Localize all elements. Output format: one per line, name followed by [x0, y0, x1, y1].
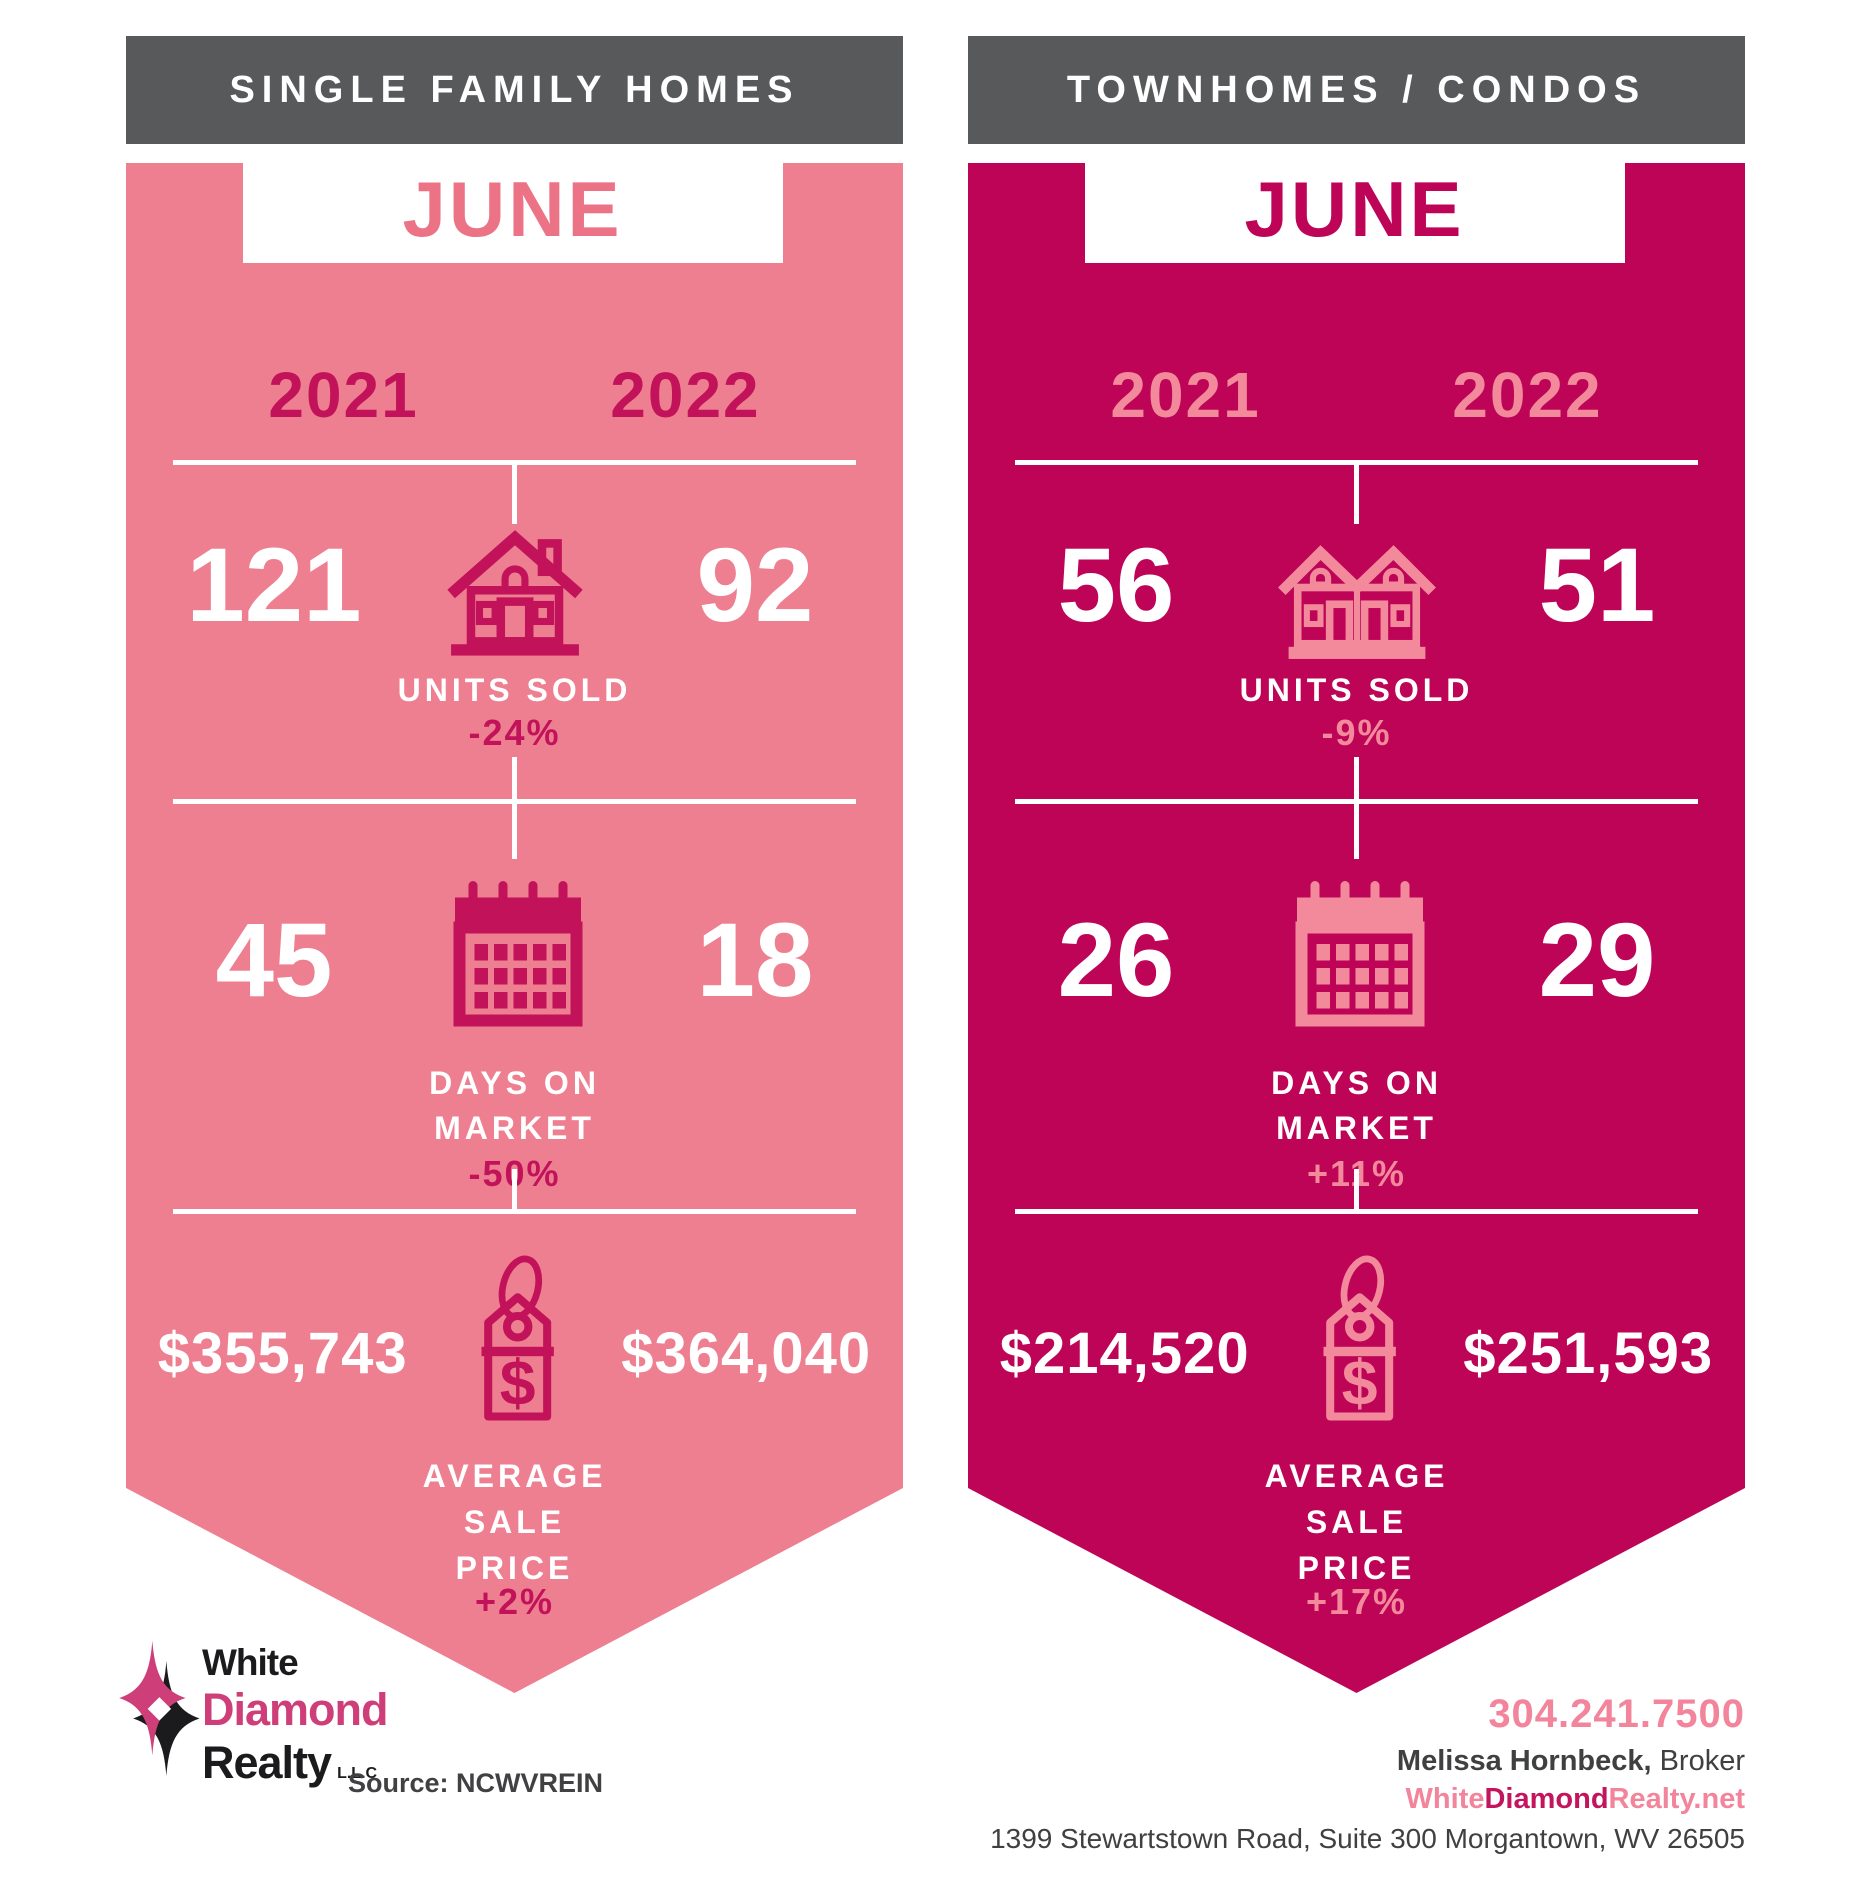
- units-sold-2022-value: 51: [1538, 527, 1656, 644]
- year-2022-label: 2022: [610, 359, 761, 431]
- units-sold-2021-value: 121: [186, 527, 362, 644]
- days-on-market-row: 26: [968, 868, 1745, 1053]
- phone-number: 304.241.7500: [1488, 1692, 1745, 1736]
- white-diamond-realty-logo: White Diamond Realty L.L.C: [114, 1638, 389, 1788]
- logo-word-diamond: Diamond: [202, 1684, 389, 1735]
- price-2022-value: $364,040: [621, 1320, 872, 1386]
- divider-tick: [1354, 757, 1359, 801]
- banner-townhomes: JUNE 2021 2022 56: [968, 163, 1745, 1693]
- price-2021-value: $355,743: [157, 1320, 408, 1386]
- month-label: JUNE: [402, 165, 623, 253]
- year-2021-label: 2021: [268, 359, 419, 431]
- avg-price-label: AVERAGE SALE PRICE: [422, 1458, 607, 1586]
- units-sold-change: -24%: [468, 712, 561, 753]
- calendar-icon: [422, 878, 607, 1043]
- units-sold-2021-value: 56: [1057, 527, 1175, 644]
- units-sold-2022-value: 92: [696, 527, 814, 644]
- diamond-star-icon: [114, 1638, 206, 1786]
- units-sold-row: 121 92: [126, 508, 903, 663]
- price-tag-icon: $: [440, 1253, 590, 1454]
- divider-tick: [1354, 462, 1359, 524]
- units-sold-label: UNITS SOLD: [1239, 672, 1474, 708]
- contact-block: 304.241.7500 Melissa Hornbeck, Broker Whi…: [990, 1692, 1745, 1857]
- divider-tick: [1354, 801, 1359, 859]
- year-2021-label: 2021: [1110, 359, 1261, 431]
- units-sold-change: -9%: [1321, 712, 1392, 753]
- month-notch: JUNE: [1084, 163, 1625, 263]
- days-on-market-label: DAYS ON MARKET: [1271, 1065, 1442, 1146]
- panel-header-bar: SINGLE FAMILY HOMES: [126, 36, 903, 144]
- office-address: 1399 Stewartstown Road, Suite 300 Morgan…: [990, 1822, 1745, 1854]
- house-icon: [422, 515, 607, 657]
- calendar-icon: [1264, 878, 1449, 1043]
- month-notch: JUNE: [242, 163, 783, 263]
- avg-price-row: $355,743 $ $364,040: [126, 1253, 903, 1453]
- website-link[interactable]: WhiteDiamondRealty.net: [1405, 1783, 1745, 1816]
- data-source-label: Source: NCWVREIN: [348, 1768, 604, 1798]
- avg-price-label: AVERAGE SALE PRICE: [1264, 1458, 1449, 1586]
- banner-single-family: JUNE 2021 2022 121: [126, 163, 903, 1693]
- units-sold-row: 56 51: [968, 508, 1745, 663]
- panel-townhomes-condos: TOWNHOMES / CONDOS JUNE 2021 2022 56: [968, 0, 1745, 1893]
- divider-tick: [1354, 1169, 1359, 1211]
- price-tag-icon: $: [1282, 1253, 1432, 1454]
- year-row: 2021 2022: [173, 358, 857, 432]
- price-2022-value: $251,593: [1463, 1320, 1714, 1386]
- divider-line: [1014, 1209, 1699, 1214]
- days-2021-value: 26: [1057, 902, 1175, 1019]
- broker-title: Broker: [1659, 1745, 1745, 1777]
- year-2022-label: 2022: [1452, 359, 1603, 431]
- divider-tick: [512, 1169, 517, 1211]
- broker-line: Melissa Hornbeck, Broker: [990, 1742, 1745, 1780]
- logo-suffix-llc: L.L.C: [337, 1765, 378, 1782]
- avg-price-change: +17%: [1305, 1581, 1408, 1622]
- days-on-market-label: DAYS ON MARKET: [429, 1065, 600, 1146]
- divider-tick: [512, 462, 517, 524]
- divider-tick: [512, 801, 517, 859]
- price-2021-value: $214,520: [999, 1320, 1250, 1386]
- panel-title: TOWNHOMES / CONDOS: [1066, 68, 1647, 111]
- panel-header-bar: TOWNHOMES / CONDOS: [968, 36, 1745, 144]
- divider-tick: [512, 757, 517, 801]
- panel-single-family-homes: SINGLE FAMILY HOMES JUNE 2021 2022 121: [126, 0, 903, 1893]
- logo-word-white: White: [202, 1642, 299, 1683]
- dollar-glyph: $: [1341, 1346, 1377, 1418]
- days-2022-value: 29: [1538, 902, 1656, 1019]
- broker-name: Melissa Hornbeck,: [1396, 1745, 1652, 1777]
- dollar-glyph: $: [499, 1346, 535, 1418]
- month-label: JUNE: [1244, 165, 1465, 253]
- days-on-market-row: 45: [126, 868, 903, 1053]
- year-row: 2021 2022: [1015, 358, 1699, 432]
- divider-line: [172, 1209, 857, 1214]
- days-2022-value: 18: [696, 902, 814, 1019]
- logo-word-realty: Realty: [202, 1737, 332, 1788]
- units-sold-label: UNITS SOLD: [397, 672, 632, 708]
- avg-price-row: $214,520 $ $251,593: [968, 1253, 1745, 1453]
- duplex-icon: [1264, 510, 1449, 662]
- avg-price-change: +2%: [474, 1581, 555, 1622]
- days-2021-value: 45: [215, 902, 333, 1019]
- panel-title: SINGLE FAMILY HOMES: [229, 68, 800, 111]
